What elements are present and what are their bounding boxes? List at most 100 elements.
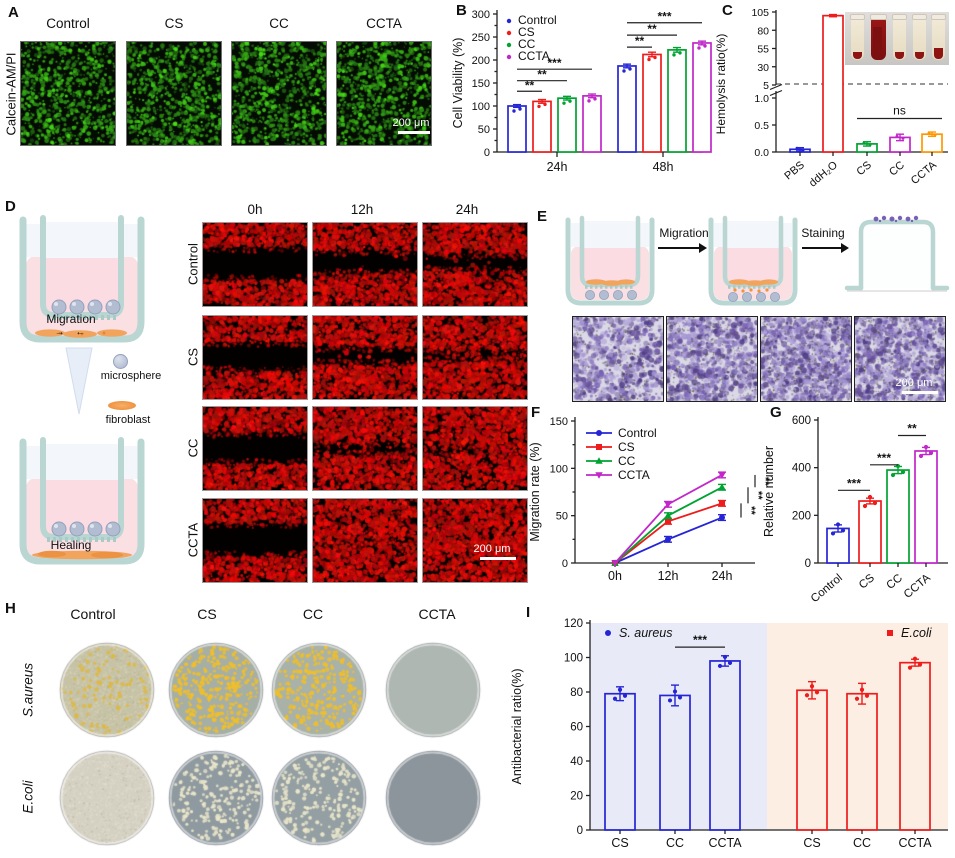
chart-relative-number: 0 200 400 600 Relative number Control CS CC CCTA… (760, 403, 955, 603)
svg-text:CCTA: CCTA (902, 572, 933, 601)
svg-text:***: *** (547, 56, 561, 70)
scratch-cc-0h (203, 407, 307, 490)
svg-text:**: ** (635, 34, 645, 48)
plate-saureus-ccta (384, 641, 482, 739)
panel-h-col-ccta: CCTA (418, 606, 455, 622)
svg-text:CS: CS (618, 440, 635, 454)
svg-text:***: *** (657, 10, 671, 24)
transwell-stain-control (573, 317, 663, 401)
scratch-control-12h (313, 223, 417, 306)
svg-text:30: 30 (757, 62, 769, 74)
scalebar-e: 200 μm (888, 378, 940, 394)
svg-text:50: 50 (478, 124, 490, 136)
svg-text:100: 100 (564, 653, 583, 665)
svg-text:100: 100 (472, 101, 490, 113)
svg-text:CS: CS (857, 572, 877, 592)
svg-text:300: 300 (472, 9, 490, 21)
transwell-after-schematic (703, 214, 803, 306)
plate-ecoli-cs (167, 749, 265, 847)
svg-text:Relative number: Relative number (762, 446, 776, 537)
svg-text:1.0: 1.0 (754, 93, 769, 105)
svg-text:0h: 0h (608, 569, 622, 583)
svg-text:200: 200 (472, 55, 490, 67)
migration-arrows: → ← (55, 327, 90, 338)
svg-text:***: *** (877, 451, 891, 465)
e-staining-arrow (802, 247, 842, 249)
svg-text:Control: Control (618, 426, 657, 440)
tube-cc (913, 18, 926, 60)
plate-saureus-cc (270, 641, 368, 739)
chart-migration-rate: 0 50 100 150 Migration rate (%) 0h 12h 24h Contr… (528, 403, 762, 603)
scalebar-d: 200 μm (466, 544, 518, 560)
plate-saureus-cs (167, 641, 265, 739)
svg-text:50: 50 (556, 511, 568, 523)
transwell-stain-cc (761, 317, 851, 401)
panel-d-col-12h: 12h (351, 202, 374, 217)
plate-ecoli-cc (270, 749, 368, 847)
microsphere-icon (113, 354, 128, 369)
svg-text:40: 40 (570, 756, 583, 768)
panel-a-col-ccta: CCTA (366, 16, 402, 31)
scratch-cs-0h (203, 316, 307, 399)
chart-antibacterial-ratio: 0 20 40 60 80 100 120 Antibacterial ratio(%) CS C… (505, 598, 955, 858)
svg-text:CS: CS (855, 159, 874, 178)
svg-text:CC: CC (884, 572, 904, 592)
svg-text:80: 80 (757, 25, 769, 37)
hemolysis-tubes-photo (845, 12, 949, 65)
transwell-stain-cs (667, 317, 757, 401)
tube-cs (893, 18, 906, 60)
panel-h-col-cs: CS (197, 606, 216, 622)
svg-text:105: 105 (751, 7, 769, 19)
svg-text:CCTA: CCTA (708, 836, 742, 850)
svg-text:600: 600 (792, 415, 811, 427)
svg-text:100: 100 (550, 463, 568, 475)
panel-h-col-control: Control (70, 606, 115, 622)
healing-label: Healing (51, 538, 92, 552)
svg-text:CCTA: CCTA (909, 159, 940, 187)
plate-ecoli-control (58, 749, 156, 847)
scalebar-a: 200 μm (390, 118, 432, 134)
transwell-before-schematic (560, 214, 660, 306)
svg-text:Hemolysis ratio(%): Hemolysis ratio(%) (714, 34, 728, 135)
panel-a-col-cs: CS (165, 16, 184, 31)
plate-saureus-control (58, 641, 156, 739)
scratch-ccta-24h (423, 499, 527, 582)
svg-text:CCTA: CCTA (518, 49, 550, 63)
panel-h-col-cc: CC (303, 606, 323, 622)
svg-text:24h: 24h (712, 569, 733, 583)
panel-d-col-24h: 24h (456, 202, 479, 217)
fluorescence-image-cs (127, 42, 221, 145)
svg-text:55: 55 (757, 44, 769, 56)
svg-text:CC: CC (618, 454, 636, 468)
scratch-cs-12h (313, 316, 417, 399)
fibroblast-icon (108, 401, 136, 410)
svg-text:S. aureus: S. aureus (619, 626, 673, 640)
inverted-insert-schematic (843, 212, 951, 296)
e-migration-arrow (658, 247, 700, 249)
svg-text:Antibacterial ratio(%): Antibacterial ratio(%) (510, 668, 524, 784)
microsphere-label: microsphere (101, 370, 162, 382)
scratch-control-24h (423, 223, 527, 306)
panel-a-col-cc: CC (269, 16, 289, 31)
svg-text:0.0: 0.0 (754, 147, 769, 159)
fluorescence-image-cc (232, 42, 326, 145)
svg-text:CC: CC (853, 836, 871, 850)
svg-text:CCTA: CCTA (898, 836, 932, 850)
plate-ecoli-ccta (384, 749, 482, 847)
svg-text:PBS: PBS (782, 159, 807, 182)
figure: A Calcein-AM/PI Control CS CC CCTA 200 μ… (0, 0, 955, 858)
panel-d-row-cs: CS (186, 348, 201, 366)
svg-text:48h: 48h (653, 160, 674, 174)
svg-text:60: 60 (570, 722, 583, 734)
panel-a-ylabel: Calcein-AM/PI (4, 52, 19, 135)
down-arrow (62, 348, 96, 418)
scratch-cs-24h (423, 316, 527, 399)
e-staining-label: Staining (801, 226, 844, 240)
migration-label: Migration (46, 312, 95, 326)
scratch-ccta-0h (203, 499, 307, 582)
e-migration-label: Migration (659, 226, 708, 240)
svg-text:ddH₂O: ddH₂O (807, 159, 840, 190)
svg-text:Migration rate (%): Migration rate (%) (528, 442, 542, 541)
svg-text:**: ** (745, 506, 757, 515)
tube-ddh2o (871, 18, 886, 60)
